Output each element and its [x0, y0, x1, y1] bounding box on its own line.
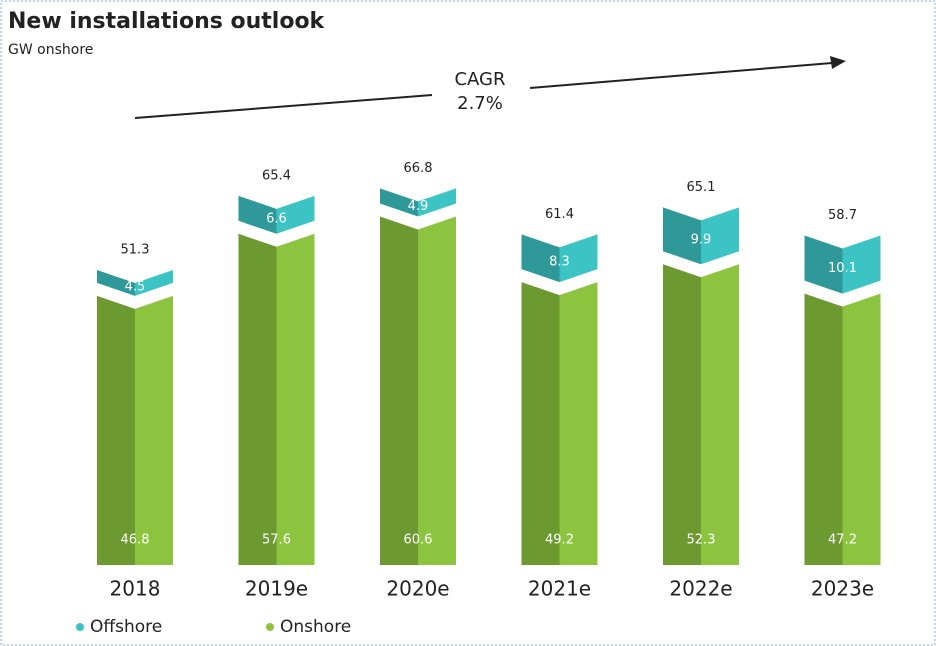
- total-label: 66.8: [404, 161, 433, 176]
- bar-segment: [521, 234, 598, 283]
- bar-segment: [663, 207, 739, 265]
- legend-label: Offshore: [90, 617, 162, 637]
- bar-face-right: [842, 293, 881, 565]
- bar-face-right: [276, 233, 315, 566]
- bar-face-left: [380, 188, 418, 217]
- bar-face-left: [97, 295, 135, 565]
- bar-face-right: [276, 195, 315, 234]
- bar-face-left: [804, 293, 843, 565]
- x-tick-label: 2021e: [528, 577, 591, 601]
- bar-segment: [380, 188, 456, 217]
- total-label: 51.3: [121, 243, 150, 258]
- bar-face-left: [663, 264, 701, 565]
- bar-face-right: [418, 216, 456, 566]
- legend-swatch: [76, 623, 84, 631]
- value-label: 4.5: [125, 279, 146, 294]
- total-label: 58.7: [828, 208, 857, 223]
- value-label: 9.9: [691, 232, 712, 247]
- bar-segment: [97, 295, 173, 565]
- annotation: 2.7%: [457, 93, 503, 114]
- bar-face-right: [842, 235, 881, 294]
- bar-segment: [804, 293, 881, 565]
- bar-face-left: [238, 233, 277, 566]
- value-label: 49.2: [545, 533, 574, 548]
- legend-swatch: [266, 623, 274, 631]
- bar-face-left: [521, 234, 560, 283]
- bar-face-right: [701, 264, 739, 565]
- value-label: 4.9: [408, 199, 429, 214]
- bar-segment: [238, 195, 315, 234]
- legend-label: Onshore: [280, 617, 351, 637]
- total-label: 65.1: [687, 180, 716, 195]
- bar-face-left: [804, 235, 843, 294]
- x-tick-label: 2018: [110, 577, 161, 601]
- bar-segment: [521, 282, 598, 565]
- bar-face-left: [238, 195, 277, 234]
- bar-face-left: [97, 270, 135, 296]
- x-tick-label: 2020e: [386, 577, 449, 601]
- bar-segment: [238, 233, 315, 566]
- x-tick-label: 2022e: [669, 577, 732, 601]
- value-label: 52.3: [687, 533, 716, 548]
- value-label: 60.6: [404, 533, 433, 548]
- bar-face-right: [418, 188, 456, 217]
- bar-face-left: [663, 207, 701, 265]
- value-label: 47.2: [828, 533, 857, 548]
- chart-subtitle: GW onshore: [8, 42, 93, 58]
- value-label: 57.6: [262, 533, 291, 548]
- annotation: CAGR: [454, 69, 505, 90]
- chart-title: New installations outlook: [8, 9, 326, 34]
- value-label: 8.3: [549, 255, 570, 270]
- bar-face-right: [701, 207, 739, 265]
- bar-face-left: [380, 216, 418, 566]
- bar-segment: [97, 270, 173, 296]
- value-label: 46.8: [121, 533, 150, 548]
- bar-segment: [380, 216, 456, 566]
- arrow-head: [830, 56, 846, 69]
- bar-face-right: [559, 234, 598, 283]
- bar-face-right: [135, 270, 173, 296]
- cagr-arrow: [134, 94, 433, 119]
- bar-face-right: [135, 295, 173, 565]
- value-label: 10.1: [828, 261, 857, 276]
- total-label: 65.4: [262, 168, 291, 183]
- bar-face-left: [521, 282, 560, 565]
- x-tick-label: 2023e: [811, 577, 874, 601]
- cagr-arrow: [529, 62, 833, 89]
- bar-segment: [804, 235, 881, 294]
- value-label: 6.6: [266, 211, 287, 226]
- total-label: 61.4: [545, 207, 574, 222]
- bar-segment: [663, 264, 739, 565]
- x-tick-label: 2019e: [245, 577, 308, 601]
- bar-face-right: [559, 282, 598, 565]
